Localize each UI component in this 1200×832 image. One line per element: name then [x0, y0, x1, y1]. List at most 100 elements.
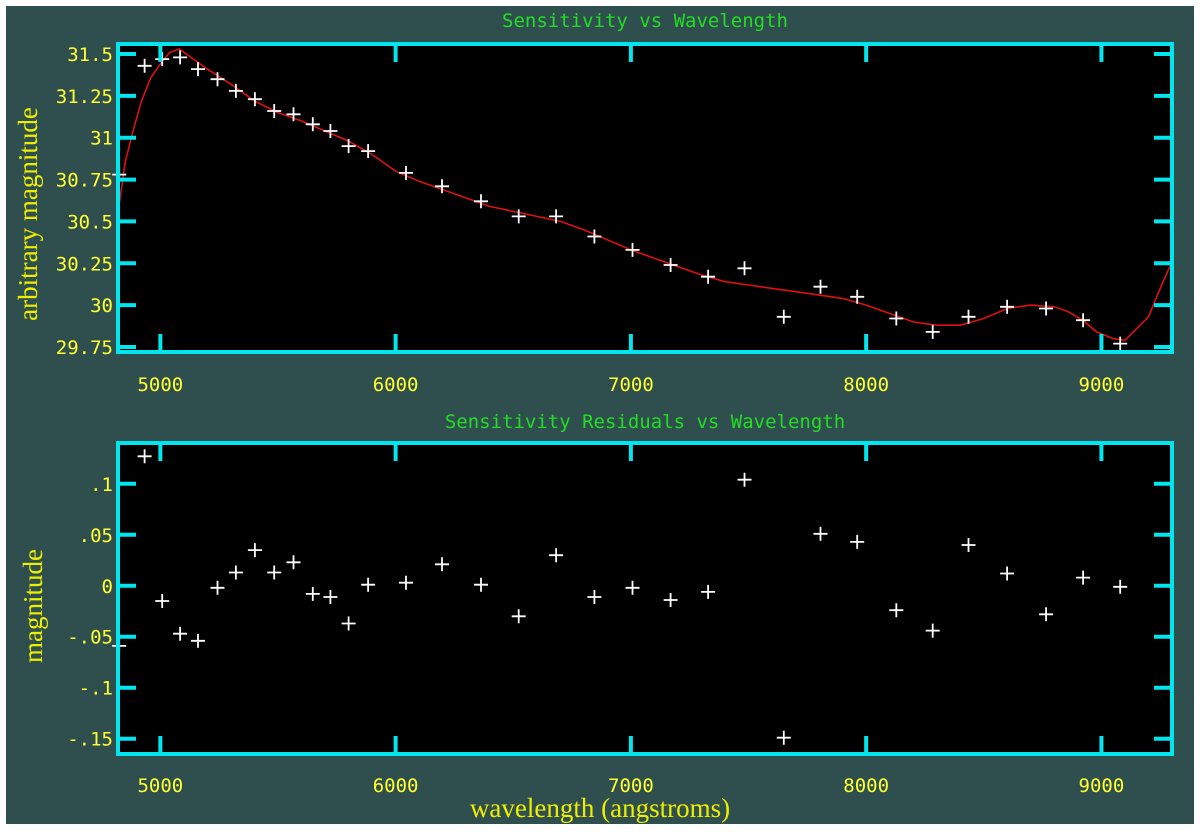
lower-data-point	[474, 577, 488, 592]
upper-data-point	[813, 279, 828, 294]
upper-data-point	[1000, 299, 1015, 314]
lower-data-point	[737, 472, 752, 487]
upper-plot-background	[118, 44, 1172, 352]
upper-axes-frame	[116, 42, 1174, 354]
lower-data-point	[247, 543, 262, 558]
lower-data-point	[305, 586, 320, 601]
upper-data-point	[549, 209, 564, 224]
lower-data-point	[267, 565, 282, 580]
upper-y-tick-label: 30.75	[56, 170, 113, 192]
upper-y-tick-label: 30.25	[56, 253, 113, 275]
lower-data-point	[961, 538, 976, 552]
lower-data-point	[286, 555, 301, 570]
lower-data-point	[173, 626, 188, 641]
upper-data-point	[191, 62, 205, 77]
upper-data-point	[210, 72, 225, 87]
lower-data-point	[435, 557, 449, 572]
upper-x-tick-label: 8000	[843, 374, 889, 396]
upper-data-point	[587, 229, 602, 244]
lower-plot-background	[118, 443, 1172, 754]
upper-y-tick-label: 29.75	[56, 337, 113, 359]
lower-x-tick-label: 6000	[373, 775, 419, 797]
lower-data-point	[587, 590, 602, 604]
lower-data-point	[399, 575, 413, 590]
lower-data-point	[1076, 570, 1091, 585]
lower-data-point	[925, 623, 940, 638]
upper-plot: 5000 6000 7000 8000 9000 29.75 30 30.25 30.5 30.7…	[56, 42, 1174, 396]
lower-data-point	[341, 616, 356, 631]
lower-x-tick-label: 8000	[843, 775, 889, 797]
upper-data-point	[286, 107, 301, 122]
lower-axes-frame	[116, 441, 1174, 756]
upper-data-point	[511, 209, 526, 224]
upper-chart-title: Sensitivity vs Wavelength	[502, 10, 788, 32]
lower-y-tick-label: .1	[90, 474, 113, 496]
upper-data-point	[305, 117, 320, 132]
upper-data-point	[399, 165, 413, 180]
upper-data-point	[625, 242, 640, 257]
upper-y-tick-label: 31	[90, 128, 113, 150]
upper-x-tick-label: 6000	[373, 374, 419, 396]
lower-data-point	[1039, 607, 1054, 622]
upper-data-point	[1039, 301, 1054, 316]
lower-y-axis-label: magnitude	[18, 549, 48, 663]
lower-y-tick-label: 0	[102, 576, 113, 598]
lower-data-point	[1000, 566, 1015, 581]
lower-data-point	[137, 449, 152, 464]
upper-data-point	[1076, 313, 1091, 328]
upper-data-point	[737, 261, 752, 276]
upper-data-point	[247, 92, 262, 107]
lower-y-tick-label: .05	[79, 525, 113, 547]
lower-data-point	[663, 593, 678, 607]
lower-data-point	[776, 730, 791, 745]
upper-data-point	[961, 309, 976, 324]
lower-x-tick-label: 9000	[1079, 775, 1125, 797]
lower-data-point	[155, 594, 170, 608]
upper-data-point	[267, 104, 282, 118]
upper-data-point	[361, 144, 376, 159]
upper-data-point	[435, 179, 449, 194]
upper-data-point	[663, 258, 678, 272]
lower-x-tick-label: 5000	[137, 775, 183, 797]
upper-y-tick-label: 30.5	[67, 211, 113, 233]
lower-y-tick-label: -.1	[79, 678, 113, 700]
upper-data-point	[341, 139, 356, 154]
lower-data-point	[1113, 579, 1128, 594]
lower-data-point	[625, 580, 640, 595]
upper-data-point	[850, 289, 865, 304]
lower-data-point	[701, 584, 716, 599]
upper-y-tick-label: 31.25	[56, 86, 113, 108]
upper-data-point	[925, 324, 940, 339]
upper-data-point	[137, 58, 152, 73]
lower-data-point	[361, 577, 376, 592]
upper-x-tick-label: 7000	[608, 374, 654, 396]
lower-x-tick-label: 7000	[608, 775, 654, 797]
lower-chart-title: Sensitivity Residuals vs Wavelength	[445, 411, 845, 433]
upper-x-tick-label: 9000	[1079, 374, 1125, 396]
upper-y-tick-label: 31.5	[67, 44, 113, 66]
x-axis-label: wavelength (angstroms)	[470, 793, 730, 823]
upper-data-point	[228, 83, 243, 98]
lower-data-point	[228, 565, 243, 580]
upper-x-tick-label: 5000	[137, 374, 183, 396]
lower-data-point	[191, 633, 205, 648]
upper-data-point	[889, 311, 904, 326]
lower-data-point	[850, 534, 865, 549]
upper-data-point	[776, 309, 791, 324]
lower-plot: 5000 6000 7000 8000 9000 -.15 -.1 -.05 0 .05 .1	[67, 441, 1174, 797]
lower-data-point	[549, 548, 564, 563]
upper-data-point	[1113, 336, 1128, 351]
lower-data-point	[511, 609, 526, 624]
lower-y-tick-label: -.05	[67, 627, 113, 649]
upper-data-point	[173, 50, 188, 65]
upper-y-tick-label: 30	[90, 295, 113, 317]
upper-y-axis-label: arbitrary magnitude	[13, 107, 43, 321]
lower-data-point	[210, 580, 225, 595]
lower-data-point	[813, 526, 828, 541]
lower-y-tick-label: -.15	[67, 729, 113, 751]
upper-data-point	[474, 194, 488, 209]
lower-data-point	[889, 603, 904, 618]
upper-data-point	[323, 124, 338, 138]
upper-data-point	[701, 269, 716, 284]
